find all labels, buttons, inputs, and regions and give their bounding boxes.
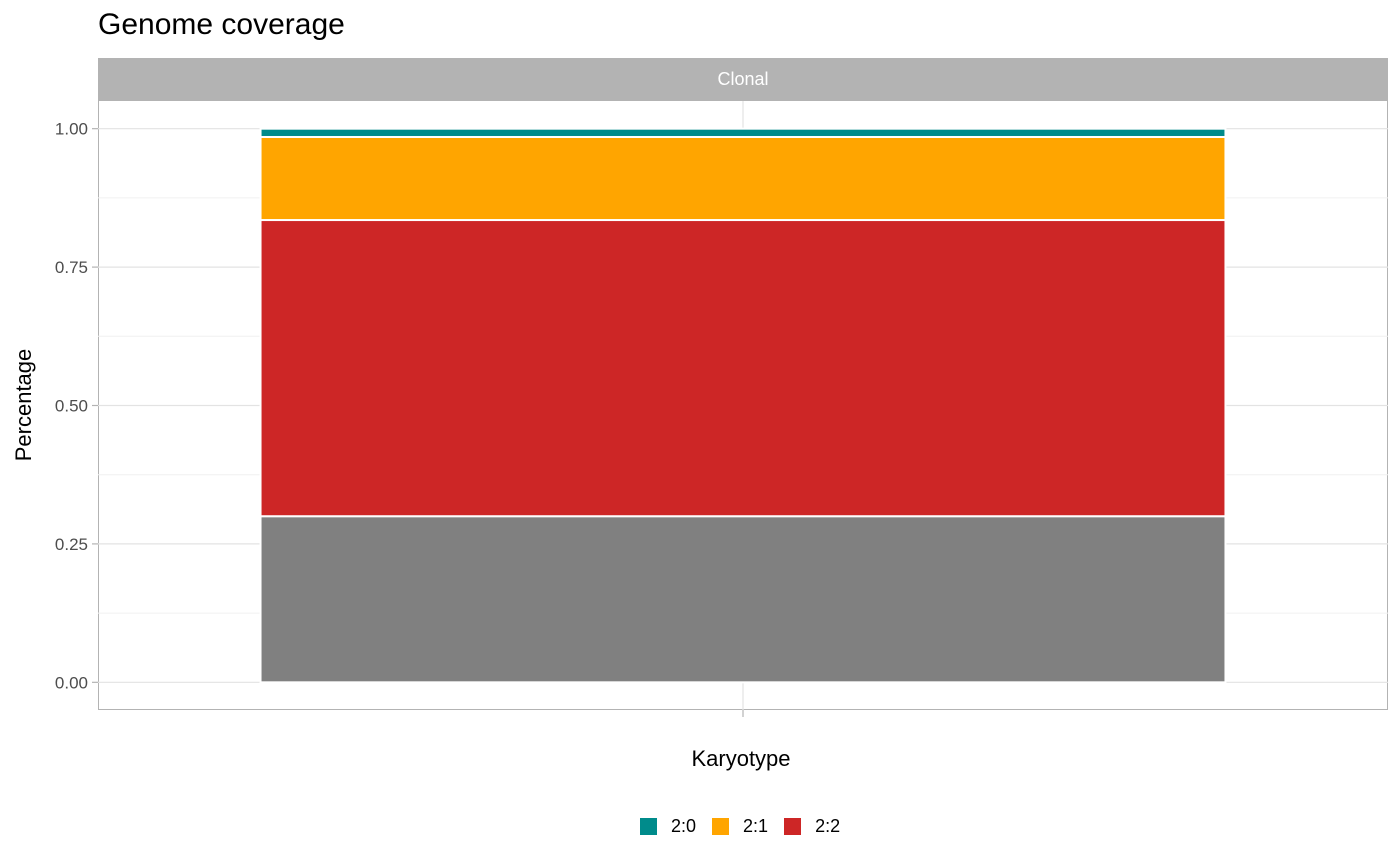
legend-label-2-1: 2:1 — [743, 816, 769, 836]
legend-swatch-2-0 — [640, 818, 657, 835]
facet-label: Clonal — [717, 69, 769, 89]
legend: 2:0 2:1 2:2 — [640, 816, 856, 837]
legend-label-2-0: 2:0 — [671, 816, 697, 836]
y-tick-label: 0.25 — [55, 535, 88, 554]
facet-strip: Clonal — [98, 58, 1388, 101]
bar-segment-2-0 — [259, 127, 1227, 138]
chart-title: Genome coverage — [98, 8, 345, 41]
legend-swatch-2-1 — [712, 818, 730, 835]
y-tick-label: 0.50 — [55, 397, 88, 416]
bar-segment-2-2 — [259, 219, 1227, 518]
legend-item-2-2: 2:2 — [784, 816, 840, 837]
x-axis-label: Karyotype — [691, 746, 791, 771]
y-tick-label: 0.75 — [55, 258, 88, 277]
y-tick-label: 0.00 — [55, 673, 88, 692]
legend-item-2-1: 2:1 — [712, 816, 768, 837]
y-tick-label: 1.00 — [55, 120, 88, 139]
y-axis-label: Percentage — [11, 348, 36, 462]
legend-label-2-2: 2:2 — [815, 816, 841, 836]
legend-swatch-2-2 — [784, 818, 802, 835]
legend-item-2-0: 2:0 — [640, 816, 696, 837]
bar-segment-2-1 — [259, 135, 1227, 222]
bar-segment-other — [259, 515, 1227, 684]
